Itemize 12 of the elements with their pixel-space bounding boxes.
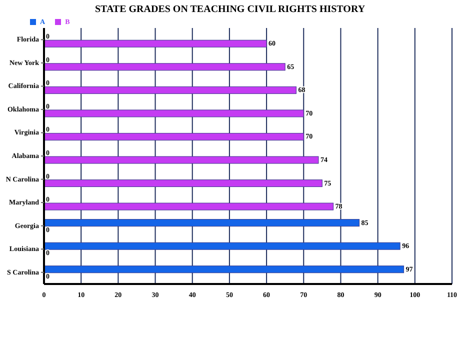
bar (44, 219, 360, 227)
bar (44, 202, 334, 210)
chart-title: STATE GRADES ON TEACHING CIVIL RIGHTS HISTORY (94, 4, 366, 15)
bar (44, 242, 400, 250)
bar (44, 156, 319, 164)
bar (44, 40, 267, 48)
bar (44, 180, 322, 188)
bar (44, 132, 304, 140)
bar (44, 86, 296, 94)
bar (44, 63, 286, 71)
bar (44, 266, 404, 274)
bar (44, 110, 304, 118)
